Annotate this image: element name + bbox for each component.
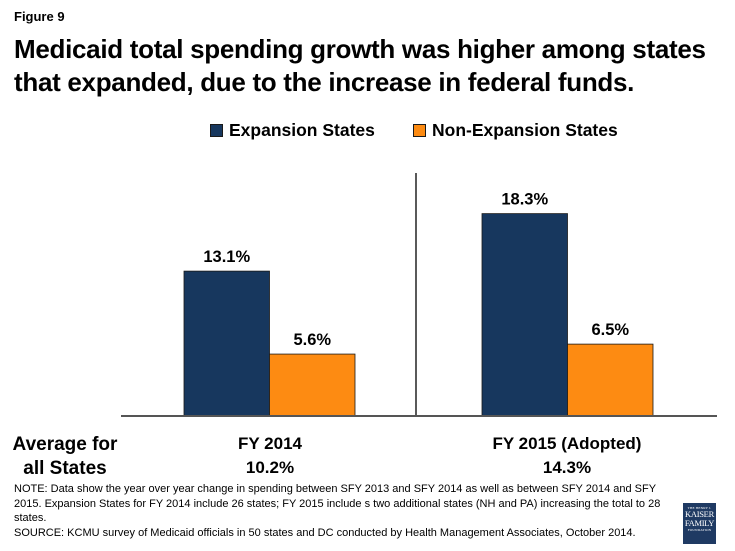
average-label-line2: all States — [23, 458, 107, 479]
legend-label-non-expansion: Non-Expansion States — [432, 120, 618, 140]
category-label: FY 2014 — [238, 434, 302, 453]
legend-item-expansion: Expansion States — [210, 120, 375, 141]
average-label-line1: Average for — [12, 434, 118, 455]
logo-line2: KAISER — [685, 509, 714, 519]
note-text: NOTE: Data show the year over year chang… — [14, 483, 661, 524]
data-label: 5.6% — [293, 331, 331, 349]
bar-expansion-1 — [183, 270, 270, 417]
category-average: 14.3% — [542, 458, 592, 477]
legend-label-expansion: Expansion States — [229, 120, 375, 140]
notes: NOTE: Data show the year over year chang… — [14, 482, 674, 540]
category-group-fy2014: FY 2014 10.2% — [170, 432, 370, 480]
data-label: 6.5% — [591, 321, 629, 339]
source-text: SOURCE: KCMU survey of Medicaid official… — [14, 526, 636, 539]
kaiser-family-foundation-logo: THE HENRY J. KAISER FAMILY FOUNDATION — [683, 503, 716, 544]
logo-line3: FAMILY — [684, 518, 715, 528]
legend-swatch-non-expansion — [413, 124, 426, 137]
bar-non-expansion-2 — [567, 343, 654, 417]
average-for-all-states-label: Average for all States — [0, 433, 130, 481]
bar-non-expansion-1 — [269, 353, 356, 417]
figure-label: Figure 9 — [14, 9, 65, 24]
chart-title: Medicaid total spending growth was highe… — [14, 34, 706, 97]
legend: Expansion States Non-Expansion States — [0, 120, 735, 142]
legend-swatch-expansion — [210, 124, 223, 137]
data-label: 18.3% — [501, 191, 548, 209]
data-label: 13.1% — [203, 248, 250, 266]
category-group-fy2015: FY 2015 (Adopted) 14.3% — [467, 432, 667, 480]
bar-expansion-2 — [481, 213, 568, 417]
logo-line4: FOUNDATION — [687, 528, 712, 532]
logo-line1: THE HENRY J. — [687, 506, 712, 510]
category-average: 10.2% — [245, 458, 295, 477]
category-label: FY 2015 (Adopted) — [492, 434, 642, 453]
legend-item-non-expansion: Non-Expansion States — [413, 120, 618, 141]
